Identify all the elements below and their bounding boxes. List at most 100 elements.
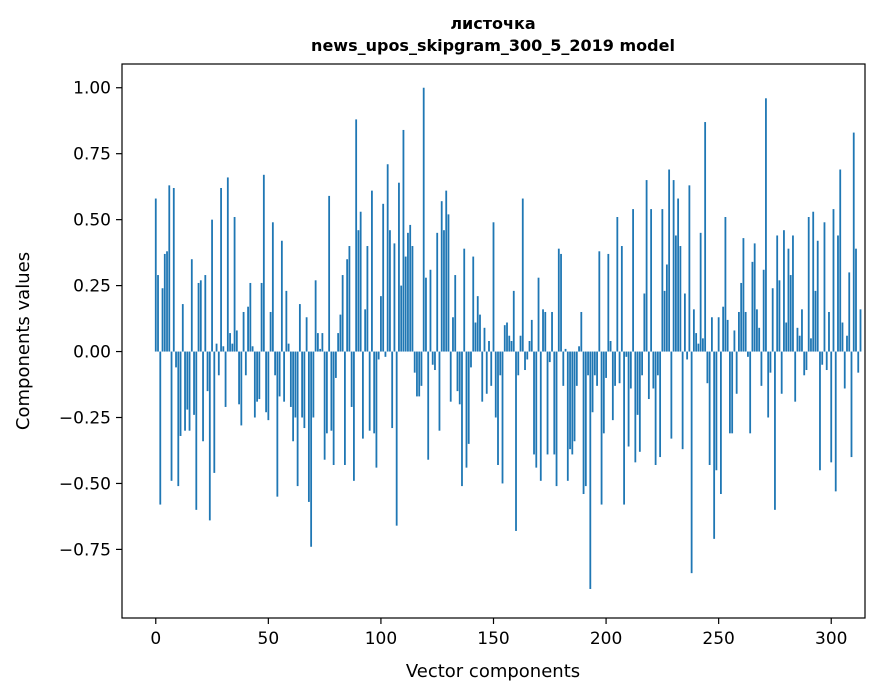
bar: [400, 285, 403, 352]
bar: [681, 351, 684, 450]
bar: [607, 253, 610, 352]
bar: [195, 351, 198, 510]
bar: [305, 317, 308, 352]
bar: [258, 351, 261, 400]
bar: [481, 351, 484, 402]
bar: [206, 351, 209, 392]
bar: [774, 351, 776, 510]
bar: [420, 351, 423, 386]
y-tick-label: 1.00: [73, 79, 111, 99]
bar: [188, 351, 191, 431]
bar: [359, 211, 362, 352]
bar: [319, 348, 322, 352]
bar: [276, 351, 279, 497]
y-tick-label: −0.50: [59, 474, 111, 494]
bar: [485, 351, 488, 394]
bar: [535, 351, 538, 468]
bar: [501, 351, 504, 484]
bar: [179, 351, 182, 436]
bar: [701, 338, 704, 352]
bar: [283, 351, 286, 402]
bar: [312, 351, 315, 418]
x-tick-label: 250: [702, 629, 734, 649]
bar: [332, 351, 335, 465]
bar: [454, 275, 457, 352]
bar: [443, 230, 445, 352]
bar: [627, 351, 630, 447]
bar: [625, 351, 628, 357]
bar: [330, 351, 333, 431]
bar: [848, 272, 851, 352]
bar: [605, 351, 607, 378]
bar: [551, 311, 553, 352]
bar: [407, 232, 409, 352]
bar: [711, 317, 713, 352]
bar: [699, 232, 702, 352]
bar: [571, 351, 574, 455]
bar: [350, 351, 353, 407]
bar: [807, 217, 810, 352]
bar: [362, 351, 364, 439]
bar: [747, 351, 749, 357]
bar: [798, 335, 801, 352]
bar: [634, 351, 637, 463]
bar: [235, 330, 238, 352]
bar: [557, 248, 560, 352]
bar: [749, 351, 752, 434]
bar: [801, 309, 803, 352]
bar: [629, 351, 632, 389]
bar: [163, 253, 166, 352]
bar: [314, 280, 317, 352]
bar: [431, 351, 434, 365]
bar: [411, 246, 414, 352]
bar: [582, 351, 585, 495]
bar: [821, 351, 824, 365]
bar: [271, 222, 274, 352]
bar: [492, 222, 495, 352]
bar: [803, 351, 806, 376]
bar: [533, 351, 535, 455]
bar: [792, 235, 794, 352]
bar: [353, 351, 355, 481]
bar: [735, 351, 738, 394]
bar: [816, 240, 819, 352]
bar: [555, 351, 558, 487]
bar: [805, 351, 808, 371]
bar: [674, 235, 677, 352]
bar: [537, 277, 540, 352]
bar: [722, 306, 725, 352]
bar: [341, 275, 344, 352]
bar: [240, 351, 243, 426]
bar: [778, 280, 781, 352]
bar: [614, 351, 616, 386]
bar: [636, 351, 639, 415]
bar: [172, 187, 175, 352]
bar: [479, 314, 481, 352]
bar: [204, 275, 207, 352]
bar: [602, 351, 605, 434]
bar: [375, 351, 378, 468]
bar: [474, 322, 477, 352]
bar: [461, 351, 463, 487]
bar: [810, 338, 812, 352]
x-axis: 0 50 100 150 200 250 300: [150, 618, 847, 649]
bar: [661, 209, 664, 352]
bar: [422, 87, 425, 352]
bar: [825, 351, 828, 371]
bar: [456, 351, 459, 392]
bar: [645, 180, 648, 352]
bar: [620, 246, 623, 352]
bar: [398, 182, 400, 352]
bar: [765, 98, 767, 352]
bar: [499, 351, 502, 376]
bar: [767, 351, 770, 418]
y-tick-label: 0.75: [73, 145, 111, 165]
bar: [220, 187, 222, 352]
bar: [208, 351, 211, 521]
bar: [762, 269, 765, 352]
bar: [463, 248, 466, 352]
bar: [850, 351, 853, 458]
bar: [832, 209, 835, 352]
bar: [528, 341, 531, 352]
